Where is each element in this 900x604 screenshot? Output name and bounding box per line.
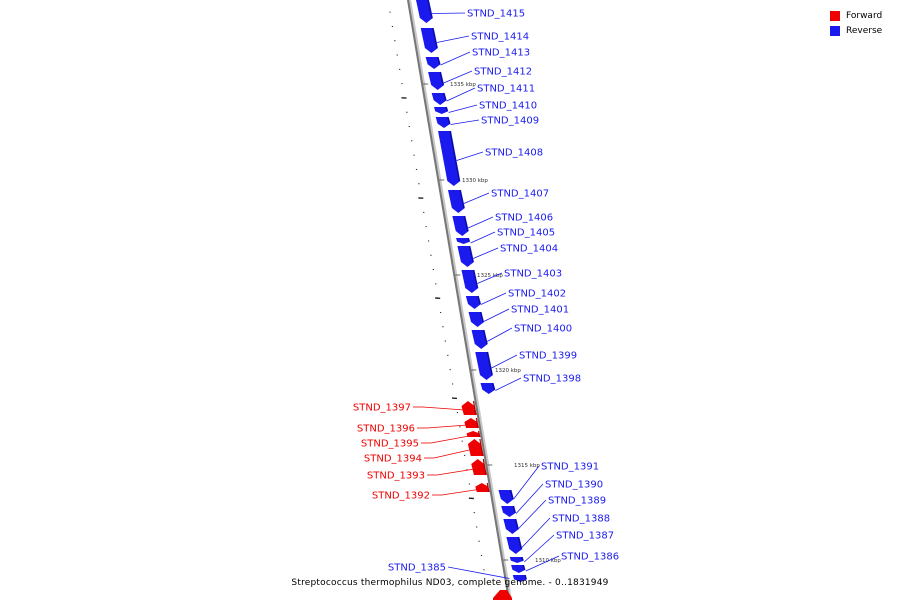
gene-block-STND_1401[interactable]	[469, 312, 485, 327]
gene-label-STND_1385[interactable]: STND_1385	[388, 563, 446, 574]
leader-line	[492, 355, 517, 368]
gene-label-STND_1390[interactable]: STND_1390	[545, 480, 603, 491]
gene-label-STND_1388[interactable]: STND_1388	[552, 514, 610, 525]
gene-label-STND_1402[interactable]: STND_1402	[508, 289, 566, 300]
gene-label-STND_1394[interactable]: STND_1394	[364, 454, 422, 465]
leader-line	[487, 328, 512, 342]
gene-label-STND_1389[interactable]: STND_1389	[548, 496, 606, 507]
gene-label-STND_1391[interactable]: STND_1391	[541, 462, 599, 473]
leader-line	[442, 490, 478, 496]
gene-label-STND_1395[interactable]: STND_1395	[361, 439, 419, 450]
leader-line	[519, 500, 546, 529]
leader-line	[448, 567, 509, 579]
gene-label-STND_1410[interactable]: STND_1410	[479, 101, 537, 112]
gene-label-STND_1386[interactable]: STND_1386	[561, 552, 619, 563]
leader-line	[431, 436, 469, 443]
gene-label-STND_1404[interactable]: STND_1404	[500, 244, 558, 255]
gene-label-STND_1412[interactable]: STND_1412	[474, 67, 532, 78]
leader-line	[451, 120, 479, 125]
gene-block-STND_1408[interactable]	[438, 131, 460, 186]
leader-line	[427, 425, 467, 428]
gene-label-STND_1411[interactable]: STND_1411	[477, 84, 535, 95]
leader-line	[437, 36, 469, 43]
leader-line	[471, 232, 495, 243]
legend-label-forward: Forward	[846, 11, 882, 21]
gene-label-STND_1408[interactable]: STND_1408	[485, 148, 543, 159]
leader-line	[432, 13, 465, 14]
gene-label-STND_1398[interactable]: STND_1398	[523, 374, 581, 385]
gene-block-STND_1389[interactable]	[503, 519, 519, 534]
gene-label-STND_1387[interactable]: STND_1387	[556, 531, 614, 542]
leader-line	[457, 152, 483, 161]
leader-line	[495, 378, 521, 391]
scale-label: 1335 kbp	[450, 82, 476, 88]
gene-label-STND_1392[interactable]: STND_1392	[372, 491, 430, 502]
scale-label: 1320 kbp	[495, 368, 521, 374]
gene-label-STND_1400[interactable]: STND_1400	[514, 324, 572, 335]
leader-line	[516, 484, 543, 514]
legend-item-forward: Forward	[830, 8, 890, 23]
leader-line	[484, 309, 509, 322]
leader-line	[464, 193, 489, 204]
gene-label-STND_1401[interactable]: STND_1401	[511, 305, 569, 316]
gene-label-STND_1414[interactable]: STND_1414	[471, 32, 529, 43]
scale-label: 1330 kbp	[462, 178, 488, 184]
leader-line	[437, 469, 475, 475]
scale-label: 1315 kbp	[514, 463, 540, 469]
map-caption: Streptococcus thermophilus ND03, complet…	[0, 578, 900, 588]
gene-label-STND_1405[interactable]: STND_1405	[497, 228, 555, 239]
gene-label-STND_1403[interactable]: STND_1403	[504, 269, 562, 280]
gene-label-STND_1413[interactable]: STND_1413	[472, 48, 530, 59]
leader-line	[468, 217, 493, 228]
gene-label-STND_1396[interactable]: STND_1396	[357, 424, 415, 435]
reverse-swatch	[830, 26, 840, 36]
leader-line	[514, 466, 539, 499]
gene-label-STND_1406[interactable]: STND_1406	[495, 213, 553, 224]
legend-label-reverse: Reverse	[846, 26, 882, 36]
leader-line	[423, 407, 465, 410]
gene-label-STND_1397[interactable]: STND_1397	[353, 403, 411, 414]
leader-line	[481, 293, 506, 305]
leader-line	[473, 248, 498, 259]
gene-label-STND_1407[interactable]: STND_1407	[491, 189, 549, 200]
gene-label-STND_1415[interactable]: STND_1415	[467, 9, 525, 20]
legend-item-reverse: Reverse	[830, 23, 890, 38]
gene-label-STND_1393[interactable]: STND_1393	[367, 471, 425, 482]
leader-line	[449, 105, 477, 113]
forward-swatch	[830, 11, 840, 21]
gene-label-STND_1409[interactable]: STND_1409	[481, 116, 539, 127]
strand-legend: Forward Reverse	[830, 8, 890, 38]
leader-line	[441, 52, 470, 65]
leader-line	[522, 518, 550, 548]
leader-line	[447, 88, 475, 101]
gene-label-STND_1399[interactable]: STND_1399	[519, 351, 577, 362]
leader-line	[434, 450, 471, 459]
